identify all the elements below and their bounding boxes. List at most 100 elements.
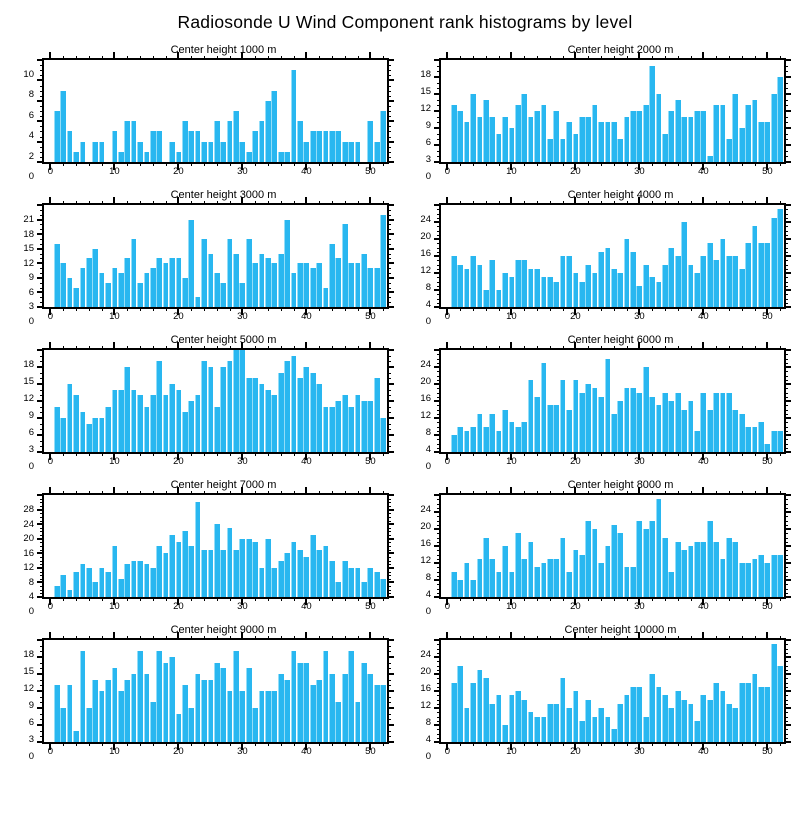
- x-minor-tick: [677, 453, 679, 456]
- y-minor-tick: [437, 524, 440, 526]
- y-minor-tick: [785, 409, 788, 411]
- bar-rank-20: [175, 713, 182, 742]
- subplot-title: Center height 6000 m: [567, 334, 674, 346]
- bar-rank-40: [700, 695, 707, 742]
- bar-rank-25: [604, 358, 611, 452]
- y-axis-labels: 0 3 6 9 12 15 18: [8, 638, 42, 762]
- bar-rank-7: [489, 116, 496, 162]
- x-tick-label: 40: [698, 746, 709, 757]
- bar-rank-30: [636, 520, 643, 597]
- y-minor-tick: [437, 443, 440, 445]
- y-minor-tick: [437, 71, 440, 73]
- y-minor-tick: [40, 136, 43, 138]
- x-minor-tick: [498, 636, 500, 639]
- bar-rank-14: [137, 560, 143, 597]
- bar-rank-22: [188, 219, 195, 307]
- bar-rank-28: [226, 691, 233, 742]
- bar-rank-15: [540, 105, 547, 162]
- x-minor-tick: [485, 56, 487, 59]
- x-minor-tick: [293, 56, 295, 59]
- x-major-tick: [766, 342, 769, 348]
- bar-rank-39: [694, 273, 700, 307]
- x-minor-tick: [741, 743, 743, 746]
- y-minor-tick: [40, 156, 43, 158]
- y-tick-label: 6: [28, 427, 34, 438]
- y-minor-tick: [40, 586, 43, 588]
- bar-rank-11: [514, 533, 521, 597]
- y-minor-tick: [785, 358, 788, 360]
- bar-rank-3: [463, 122, 470, 162]
- y-axis-labels: 0 2 4 6 8 10: [8, 58, 42, 182]
- x-major-tick: [702, 487, 705, 493]
- bar-rank-22: [188, 401, 195, 452]
- x-minor-tick: [229, 201, 231, 204]
- y-major-tick: [37, 366, 42, 368]
- bar-rank-44: [726, 537, 732, 597]
- bar-rank-7: [489, 260, 496, 307]
- x-tick-label: 40: [301, 456, 312, 467]
- bar-rank-29: [630, 251, 636, 307]
- bar-rank-51: [373, 268, 380, 307]
- x-minor-tick: [460, 346, 462, 349]
- y-major-tick: [389, 400, 394, 402]
- y-major-tick: [37, 724, 42, 726]
- bar-rank-17: [156, 361, 163, 452]
- bar-rank-10: [508, 695, 515, 742]
- y-tick-label: 15: [23, 666, 34, 677]
- bar-rank-8: [98, 141, 105, 162]
- bar-rank-9: [502, 409, 508, 452]
- y-minor-tick: [388, 146, 391, 148]
- x-minor-tick: [549, 491, 551, 494]
- y-minor-tick: [40, 498, 43, 500]
- y-minor-tick: [388, 696, 391, 698]
- y-minor-tick: [40, 696, 43, 698]
- bar-rank-4: [73, 395, 79, 452]
- x-minor-tick: [562, 598, 564, 601]
- x-minor-tick: [293, 743, 295, 746]
- bar-rank-42: [316, 549, 323, 597]
- x-minor-tick: [229, 636, 231, 639]
- x-minor-tick: [255, 56, 257, 59]
- bar-rank-11: [117, 389, 124, 452]
- y-major-tick: [389, 741, 394, 743]
- y-tick-label: 20: [23, 533, 34, 545]
- y-minor-tick: [437, 122, 440, 124]
- y-major-tick: [37, 596, 42, 598]
- y-minor-tick: [785, 405, 788, 407]
- x-major-tick: [638, 197, 641, 203]
- bar-rank-13: [130, 121, 137, 162]
- y-minor-tick: [40, 505, 43, 507]
- y-minor-tick: [437, 567, 440, 569]
- y-major-tick: [434, 545, 439, 547]
- y-tick-label: 8: [28, 89, 34, 101]
- y-tick-label: 20: [420, 666, 431, 677]
- bar-rank-33: [655, 686, 662, 742]
- bar-rank-18: [559, 256, 566, 307]
- y-minor-tick: [785, 426, 788, 428]
- x-major-tick: [305, 52, 308, 58]
- bar-rank-15: [143, 151, 150, 162]
- y-tick-label: 6: [28, 717, 34, 728]
- bar-rank-7: [489, 413, 496, 452]
- y-minor-tick: [437, 362, 440, 364]
- bar-rank-41: [309, 372, 316, 452]
- bar-rank-17: [553, 558, 560, 597]
- y-minor-tick: [388, 520, 391, 522]
- x-minor-tick: [562, 163, 564, 166]
- x-major-tick: [574, 309, 577, 315]
- bar-rank-51: [373, 571, 380, 597]
- bar-rank-23: [194, 674, 201, 742]
- x-major-tick: [369, 632, 372, 638]
- bar-rank-36: [277, 253, 284, 307]
- y-minor-tick: [785, 567, 788, 569]
- x-minor-tick: [280, 201, 282, 204]
- x-minor-tick: [460, 56, 462, 59]
- y-minor-tick: [437, 230, 440, 232]
- x-minor-tick: [383, 491, 385, 494]
- x-major-tick: [446, 599, 449, 605]
- x-major-tick: [446, 744, 449, 750]
- x-minor-tick: [524, 636, 526, 639]
- bar-rank-20: [572, 550, 579, 597]
- y-minor-tick: [40, 651, 43, 653]
- x-minor-tick: [716, 163, 718, 166]
